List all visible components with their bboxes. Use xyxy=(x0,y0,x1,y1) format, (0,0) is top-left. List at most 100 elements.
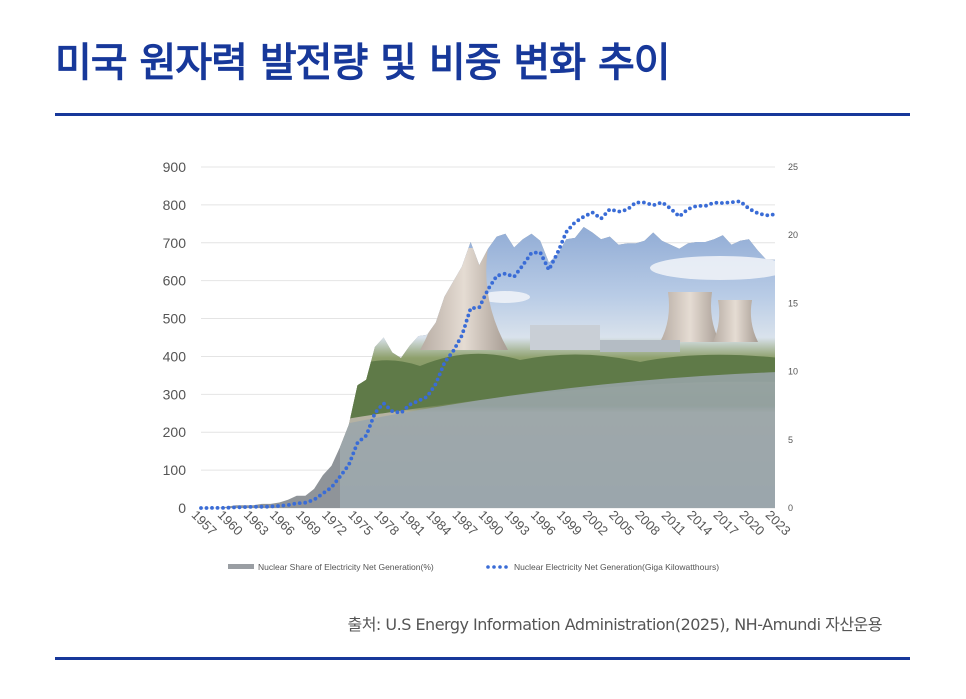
generation-point xyxy=(754,210,759,215)
generation-point xyxy=(349,456,354,461)
generation-point xyxy=(472,306,476,310)
generation-point xyxy=(322,490,327,495)
x-tick-label: 2005 xyxy=(606,507,637,538)
generation-point xyxy=(562,234,567,239)
generation-point xyxy=(541,256,545,261)
treeline xyxy=(340,353,775,420)
left-y-axis: 900 800 700 600 500 400 300 200 100 0 xyxy=(163,159,187,516)
generation-point xyxy=(683,209,688,214)
left-y-tick-label: 200 xyxy=(163,424,187,440)
generation-point xyxy=(543,261,548,266)
generation-point xyxy=(741,201,745,206)
x-tick-label: 1969 xyxy=(293,507,324,538)
generation-point xyxy=(327,487,331,492)
source-note: 출처: U.S Energy Information Administratio… xyxy=(347,615,882,634)
generation-point xyxy=(374,409,379,413)
generation-point xyxy=(265,504,269,509)
generation-point xyxy=(464,318,469,323)
generation-point xyxy=(270,504,275,509)
generation-point xyxy=(502,271,507,276)
generation-point xyxy=(482,295,487,300)
generation-point xyxy=(522,261,527,265)
generation-point xyxy=(477,305,482,310)
x-tick-label: 1984 xyxy=(423,507,454,538)
generation-point xyxy=(765,213,770,218)
generation-point xyxy=(226,505,231,510)
generation-point xyxy=(760,212,764,217)
generation-point xyxy=(451,348,456,353)
x-tick-label: 1966 xyxy=(267,507,298,538)
left-y-tick-label: 500 xyxy=(163,311,187,327)
generation-point xyxy=(427,391,432,396)
generation-point xyxy=(318,493,322,498)
generation-point xyxy=(215,506,220,510)
plant-building xyxy=(530,325,600,350)
right-y-tick-label: 25 xyxy=(788,162,798,172)
generation-point xyxy=(366,429,370,433)
generation-point xyxy=(525,256,530,261)
generation-point xyxy=(433,382,438,387)
generation-point xyxy=(243,505,247,509)
generation-point xyxy=(444,357,449,362)
generation-point xyxy=(698,204,703,208)
generation-point xyxy=(731,200,735,205)
x-tick-label: 1987 xyxy=(450,507,481,538)
generation-point xyxy=(666,205,671,210)
generation-point xyxy=(459,334,464,339)
right-y-tick-label: 15 xyxy=(788,298,798,308)
left-y-tick-label: 600 xyxy=(163,273,187,289)
x-tick-label: 1972 xyxy=(319,507,350,538)
generation-point xyxy=(386,405,390,410)
generation-point xyxy=(595,213,599,218)
generation-point xyxy=(487,285,492,290)
generation-point xyxy=(292,501,297,506)
generation-point xyxy=(647,202,652,206)
generation-point xyxy=(612,208,616,213)
page-title: 미국 원자력 발전량 및 비중 변화 추이 xyxy=(55,40,671,86)
generation-point xyxy=(642,200,646,205)
x-tick-label: 1981 xyxy=(397,507,428,538)
generation-point xyxy=(390,409,394,413)
left-y-tick-label: 100 xyxy=(163,462,187,478)
right-y-axis: 25 20 15 10 5 0 xyxy=(788,162,798,513)
right-y-tick-label: 10 xyxy=(788,367,798,377)
generation-point xyxy=(378,405,383,409)
generation-point xyxy=(287,503,291,507)
generation-point xyxy=(590,210,595,215)
generation-point xyxy=(581,215,585,220)
generation-point xyxy=(430,387,435,391)
generation-point xyxy=(353,446,358,451)
generation-point xyxy=(736,199,741,204)
x-tick-label: 1999 xyxy=(554,507,585,538)
legend-dot xyxy=(504,565,508,569)
share-area-photo-fill xyxy=(340,227,775,508)
generation-point xyxy=(507,273,512,278)
generation-point xyxy=(607,208,611,213)
plant-building xyxy=(600,340,680,352)
x-tick-label: 1957 xyxy=(189,507,220,538)
generation-point xyxy=(199,506,203,510)
left-y-tick-label: 300 xyxy=(163,386,187,402)
legend-dot xyxy=(486,565,490,569)
generation-point xyxy=(248,505,253,509)
generation-point xyxy=(493,276,498,281)
left-y-tick-label: 0 xyxy=(178,500,186,516)
generation-point xyxy=(237,505,242,510)
generation-point xyxy=(437,372,442,377)
x-tick-label: 2011 xyxy=(659,508,689,538)
generation-point xyxy=(232,505,236,510)
generation-point xyxy=(548,264,553,269)
generation-point xyxy=(720,201,724,205)
generation-point xyxy=(439,367,444,372)
generation-point xyxy=(560,239,565,244)
generation-point xyxy=(671,208,675,213)
chart-legend: Nuclear Share of Electricity Net Generat… xyxy=(228,562,719,572)
generation-point xyxy=(745,205,750,210)
generation-point xyxy=(254,504,258,509)
generation-point xyxy=(484,290,489,295)
generation-point xyxy=(468,308,472,313)
title-divider xyxy=(55,113,910,116)
legend-swatch-dots xyxy=(486,565,508,569)
generation-point xyxy=(341,470,345,475)
generation-point xyxy=(413,400,418,404)
